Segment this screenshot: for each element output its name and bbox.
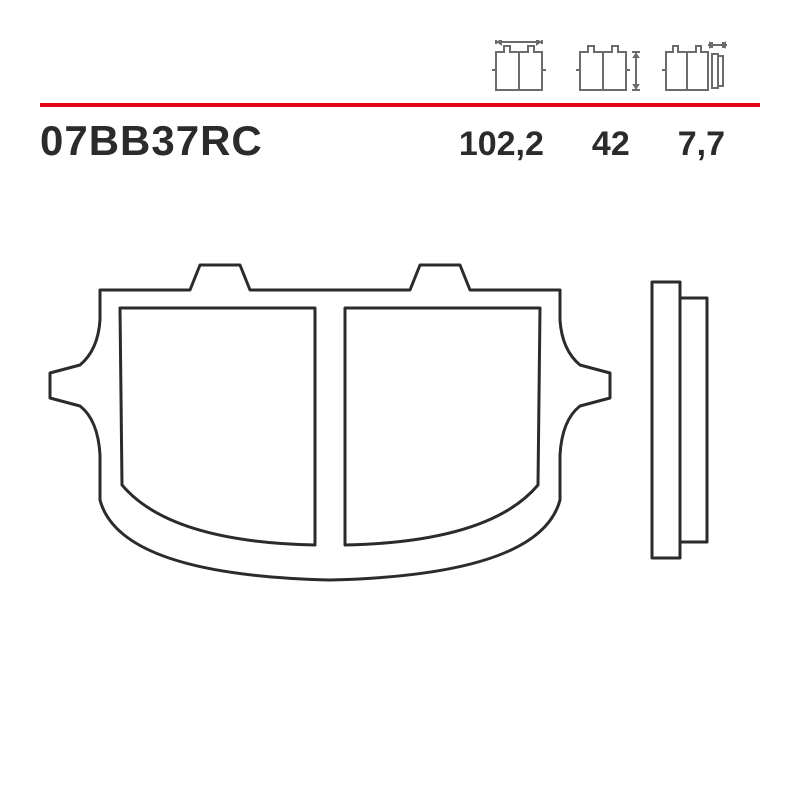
height-indicator-icon xyxy=(572,40,642,95)
thickness-indicator-icon xyxy=(660,40,730,95)
technical-drawing xyxy=(40,230,760,680)
dimension-height: 42 xyxy=(592,125,630,164)
dimension-width: 102,2 xyxy=(459,125,544,164)
accent-divider xyxy=(40,103,760,107)
product-data-row: 07BB37RC 102,2 42 7,7 xyxy=(40,117,760,165)
product-code: 07BB37RC xyxy=(40,117,459,165)
width-indicator-icon xyxy=(484,40,554,95)
dimension-icons-row xyxy=(40,40,760,95)
dimension-thickness: 7,7 xyxy=(678,125,725,164)
dimensions-group: 102,2 42 7,7 xyxy=(459,125,760,164)
